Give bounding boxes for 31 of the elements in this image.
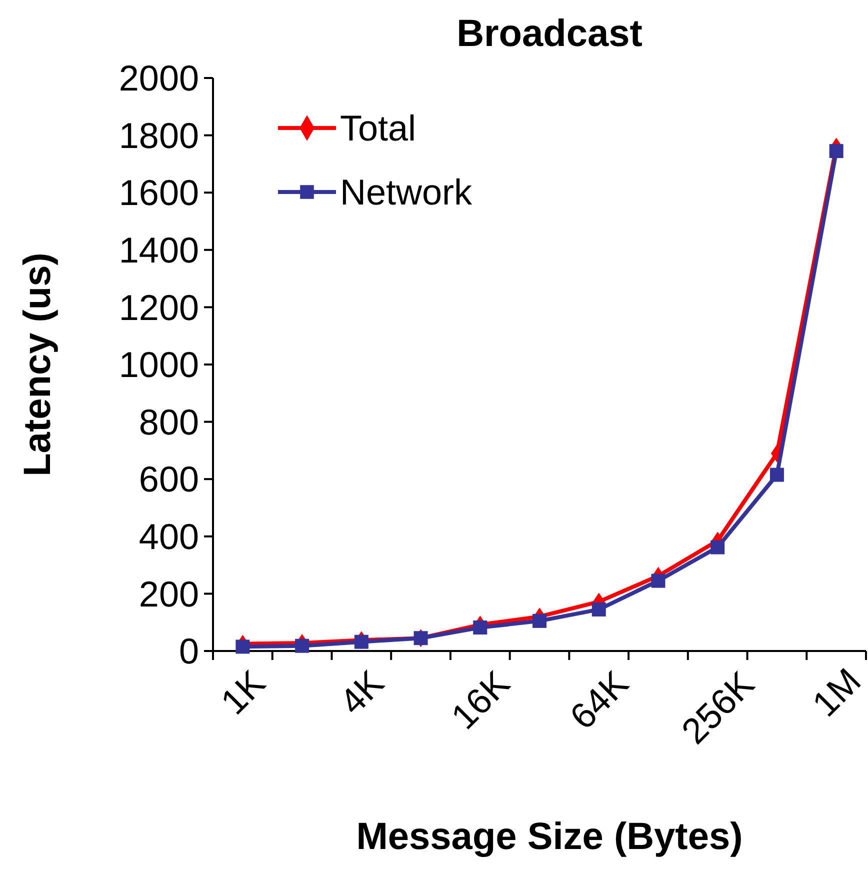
x-tick-label: 4K	[331, 662, 392, 722]
y-tick-label: 2000	[118, 58, 199, 99]
point	[473, 620, 488, 635]
y-tick-label: 200	[138, 573, 199, 614]
y-tick-label: 600	[138, 458, 199, 500]
y-tick-label: 400	[138, 516, 199, 557]
y-tick-label: 800	[138, 401, 199, 442]
point	[236, 640, 250, 654]
y-axis-title: Latency (us)	[17, 252, 59, 476]
y-tick-label: 1000	[118, 344, 199, 386]
x-tick-label: 16K	[443, 662, 518, 738]
y-tick-label: 1200	[118, 286, 199, 328]
point	[592, 602, 606, 616]
y-tick-label: 1600	[118, 172, 199, 214]
x-tick-label: 1M	[804, 660, 868, 724]
x-axis-title: Message Size (Bytes)	[356, 816, 743, 858]
legend-label: Network	[340, 172, 474, 213]
point	[651, 574, 666, 588]
point	[532, 614, 546, 628]
y-tick-label: 1400	[118, 230, 199, 270]
point	[354, 634, 368, 649]
x-tick-label: 1K	[212, 662, 273, 722]
x-tick-label: 64K	[562, 662, 636, 738]
point	[295, 638, 310, 653]
point	[710, 540, 725, 554]
point	[829, 144, 844, 158]
chart-title: Broadcast	[456, 13, 643, 55]
y-tick-label: 0	[178, 630, 199, 672]
y-tick-label: 1800	[118, 114, 199, 156]
point	[770, 468, 784, 482]
legend-label: Total	[340, 108, 416, 149]
